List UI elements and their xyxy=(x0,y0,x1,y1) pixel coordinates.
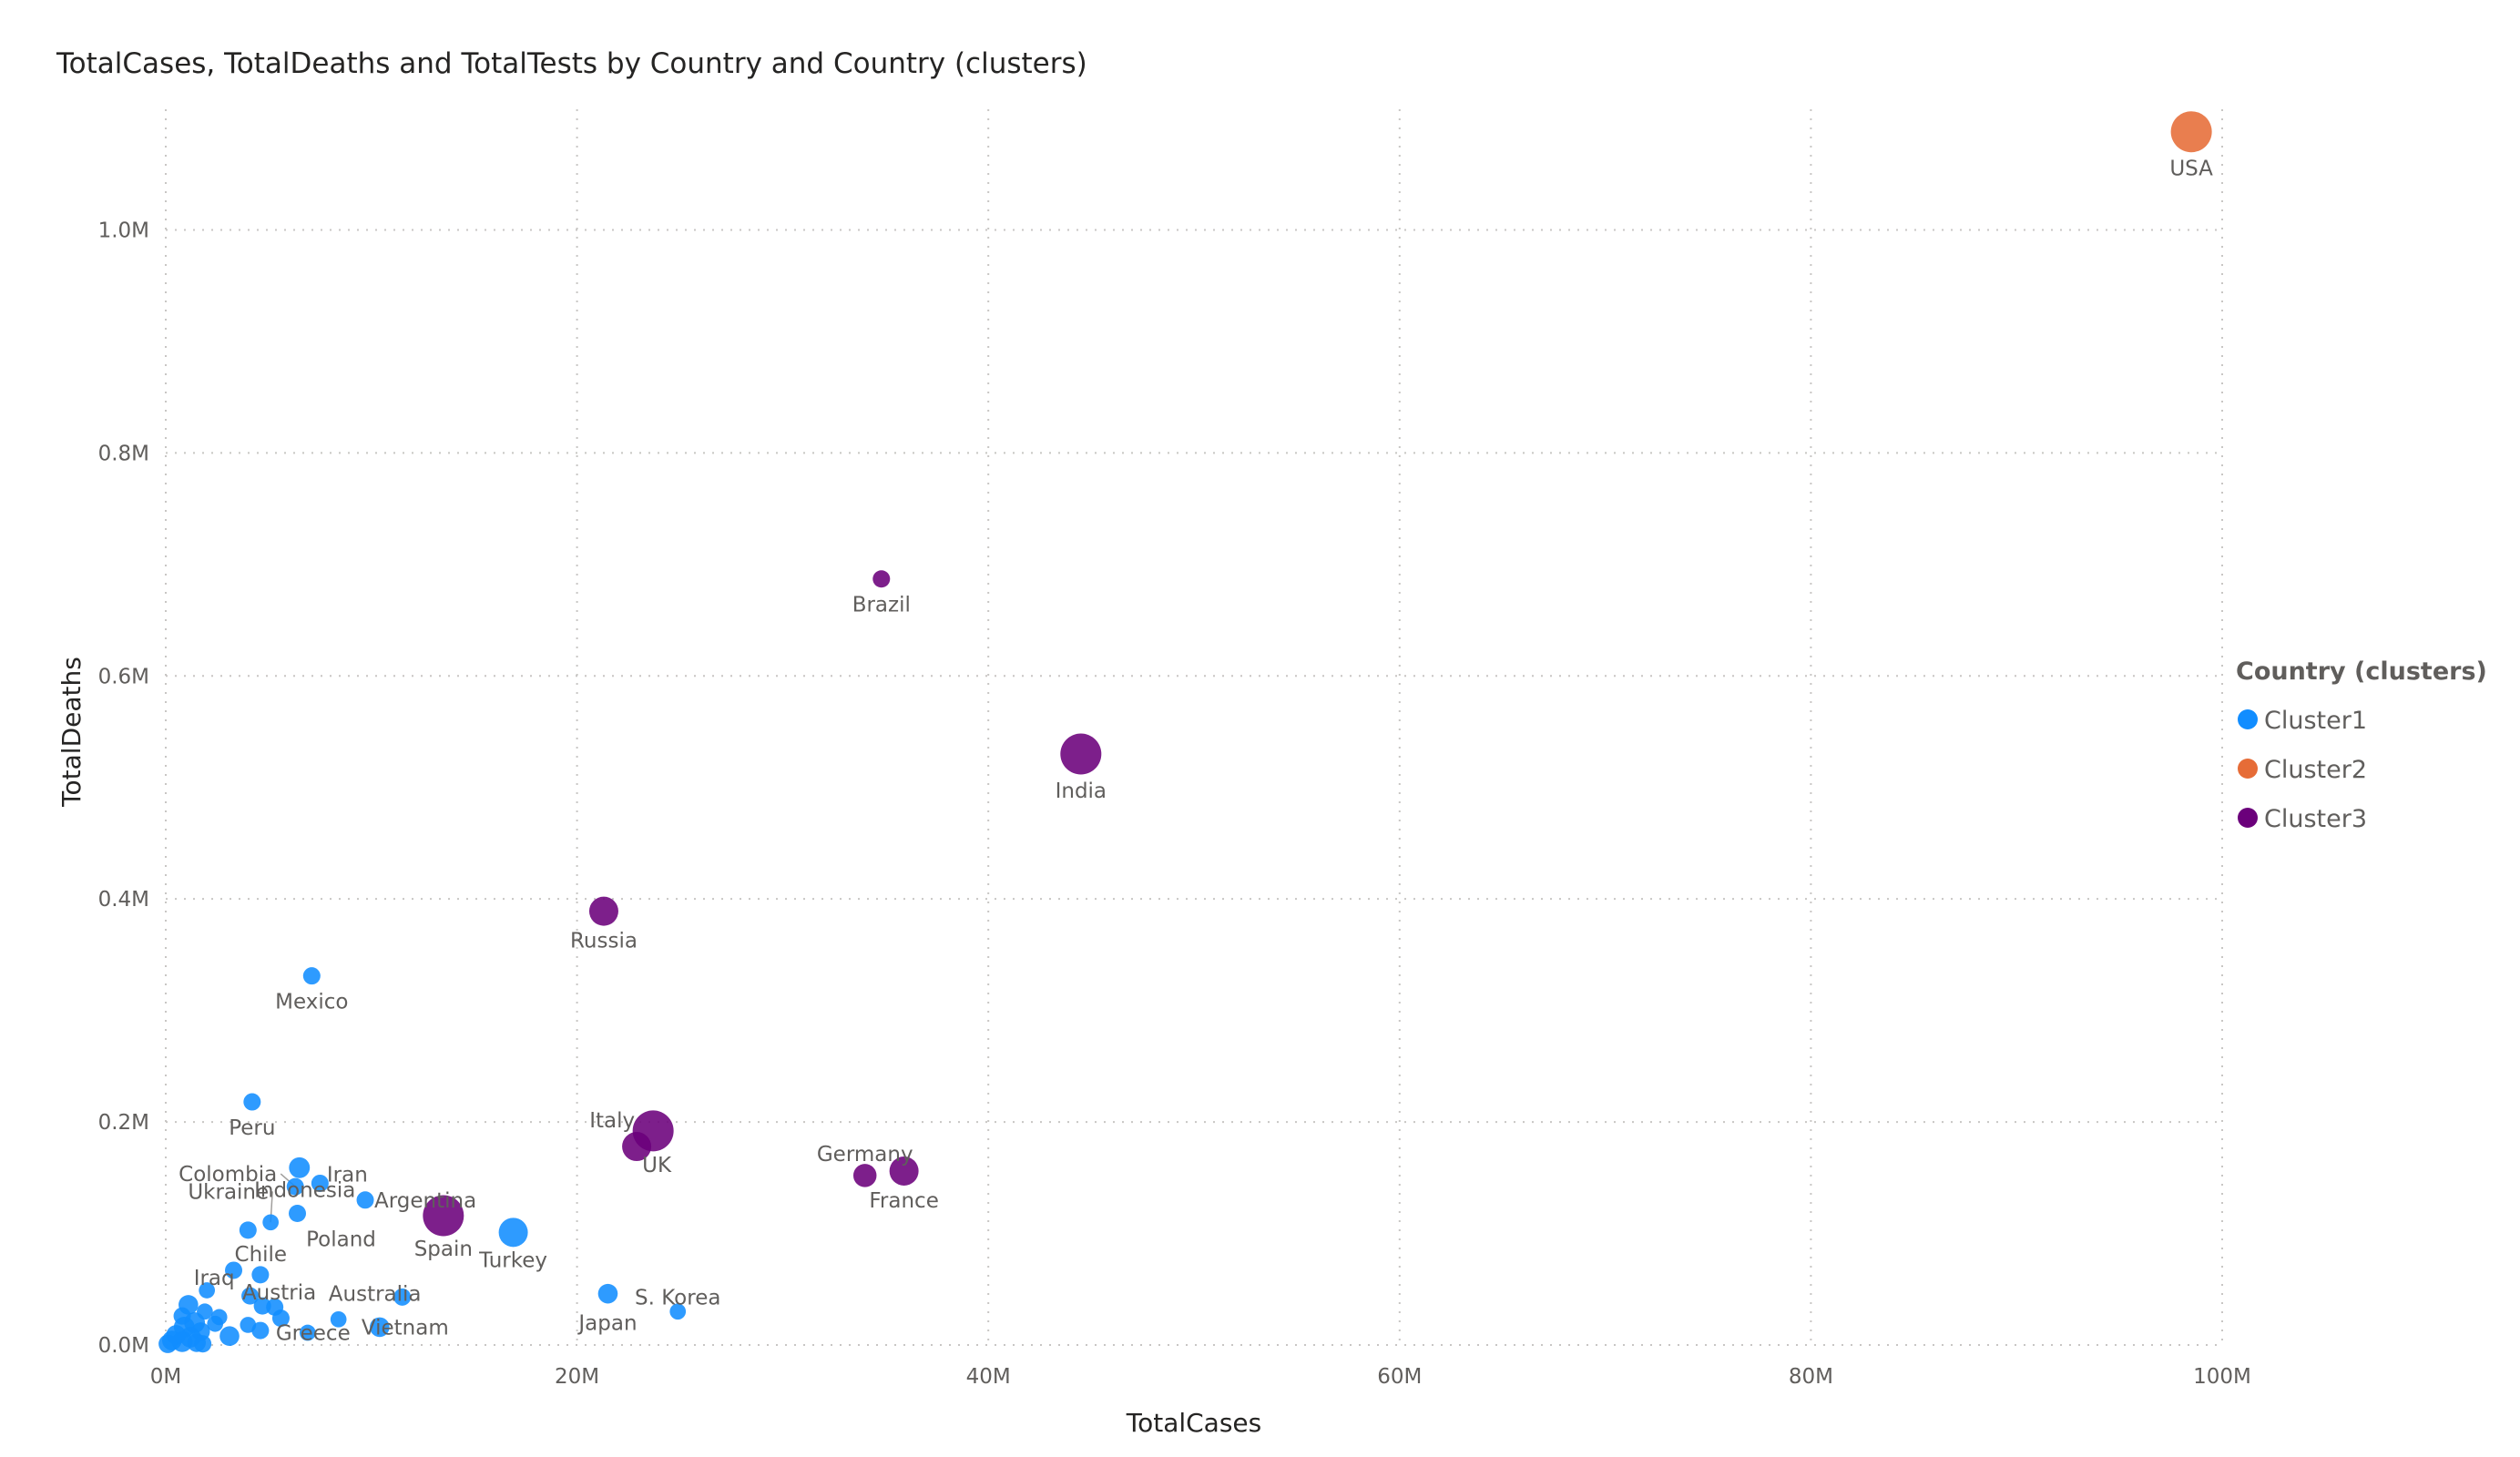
data-label: Ukraine xyxy=(188,1180,269,1204)
data-point[interactable] xyxy=(219,1326,240,1347)
data-label: Indonesia xyxy=(254,1178,355,1202)
x-tick-label: 60M xyxy=(1377,1365,1422,1389)
data-point-australia[interactable] xyxy=(393,1288,412,1306)
chart-title: TotalCases, TotalDeaths and TotalTests b… xyxy=(56,47,1087,80)
data-point-iraq[interactable] xyxy=(199,1282,216,1299)
data-point-uk[interactable] xyxy=(622,1132,652,1162)
y-tick-label: 0.0M xyxy=(98,1334,149,1358)
legend-item-label: Cluster2 xyxy=(2264,756,2367,784)
data-point-vietnam[interactable] xyxy=(370,1317,390,1338)
data-label: France xyxy=(869,1189,938,1213)
data-point[interactable] xyxy=(207,1315,224,1332)
data-label: S. Korea xyxy=(635,1286,720,1309)
data-point-chile[interactable] xyxy=(239,1221,257,1239)
data-point[interactable] xyxy=(194,1335,212,1353)
data-point[interactable] xyxy=(173,1307,191,1325)
data-point[interactable] xyxy=(197,1303,213,1320)
data-label: Japan xyxy=(576,1312,637,1336)
data-point-japan[interactable] xyxy=(597,1283,618,1304)
data-label: Poland xyxy=(306,1228,376,1252)
data-point-iran[interactable] xyxy=(311,1174,329,1192)
data-point[interactable] xyxy=(271,1309,290,1328)
data-point-austria[interactable] xyxy=(241,1287,260,1305)
data-point[interactable] xyxy=(330,1310,347,1328)
data-label: Austria xyxy=(242,1281,316,1305)
legend-marker xyxy=(2238,759,2258,779)
data-label: Turkey xyxy=(478,1248,547,1272)
y-tick-label: 1.0M xyxy=(98,219,149,242)
data-label: Colombia xyxy=(179,1163,277,1187)
data-point[interactable] xyxy=(158,1334,178,1353)
data-point-turkey[interactable] xyxy=(498,1218,528,1248)
data-label: Peru xyxy=(229,1116,275,1140)
y-tick-label: 0.4M xyxy=(98,888,149,912)
data-label: Iraq xyxy=(194,1267,235,1290)
data-point-indonesia[interactable] xyxy=(289,1156,311,1178)
data-label: Germany xyxy=(817,1143,913,1167)
legend-title: Country (clusters) xyxy=(2236,657,2487,686)
data-point-usa[interactable] xyxy=(2170,111,2212,153)
x-axis-title: TotalCases xyxy=(1126,1408,1262,1438)
data-label: Iran xyxy=(327,1163,368,1187)
y-tick-label: 0.2M xyxy=(98,1111,149,1135)
data-point-germany[interactable] xyxy=(852,1164,877,1187)
data-point-peru[interactable] xyxy=(243,1093,261,1111)
data-point-ukraine[interactable] xyxy=(262,1214,280,1231)
x-tick-label: 40M xyxy=(966,1365,1011,1389)
data-point-s-korea[interactable] xyxy=(669,1303,687,1320)
data-label: Greece xyxy=(276,1322,351,1346)
legend: Country (clusters) Cluster1 Cluster2 Clust… xyxy=(2236,657,2487,833)
data-point-russia[interactable] xyxy=(588,896,618,926)
data-label: Russia xyxy=(570,930,638,953)
data-point-mexico[interactable] xyxy=(302,967,321,985)
data-label: Vietnam xyxy=(362,1316,449,1340)
legend-item-label: Cluster3 xyxy=(2264,805,2367,833)
data-point[interactable] xyxy=(251,1266,270,1284)
data-label: USA xyxy=(2169,158,2213,181)
data-points xyxy=(158,111,2212,1353)
data-label: Chile xyxy=(235,1243,288,1267)
data-point[interactable] xyxy=(240,1317,257,1333)
data-labels: USA India Italy Spain Russia UK France Turkey Ge… xyxy=(179,158,2213,1346)
data-point-greece[interactable] xyxy=(299,1324,316,1341)
data-point-colombia[interactable] xyxy=(286,1177,304,1196)
data-label: Italy xyxy=(589,1109,635,1133)
data-point-france[interactable] xyxy=(889,1156,919,1186)
data-point-spain[interactable] xyxy=(423,1195,464,1237)
axis-ticks: 0M 20M 40M 60M 80M 100M 0.0M 0.2M 0.4M 0.6M 0.8M 1.… xyxy=(98,219,2251,1389)
data-label: Australia xyxy=(329,1282,422,1306)
grid-lines xyxy=(165,109,2223,1346)
data-label: Argentina xyxy=(374,1189,476,1213)
legend-marker xyxy=(2238,808,2258,828)
data-point[interactable] xyxy=(251,1321,270,1340)
data-label: Mexico xyxy=(275,991,348,1014)
x-tick-label: 100M xyxy=(2193,1365,2251,1389)
y-tick-label: 0.6M xyxy=(98,665,149,688)
legend-marker xyxy=(2238,709,2258,729)
legend-item-label: Cluster1 xyxy=(2264,707,2367,735)
y-axis-title: TotalDeaths xyxy=(56,657,87,808)
data-label: Spain xyxy=(414,1238,473,1261)
x-tick-label: 80M xyxy=(1789,1365,1833,1389)
data-point[interactable] xyxy=(225,1261,243,1279)
x-tick-label: 20M xyxy=(555,1365,599,1389)
data-label: India xyxy=(1056,779,1107,803)
data-point-india[interactable] xyxy=(1060,733,1102,775)
data-point-poland[interactable] xyxy=(289,1205,307,1223)
data-point-brazil[interactable] xyxy=(872,570,891,588)
x-tick-label: 0M xyxy=(150,1365,181,1389)
data-label: Brazil xyxy=(852,594,911,617)
data-point-argentina[interactable] xyxy=(356,1191,374,1209)
data-label: UK xyxy=(642,1154,672,1177)
y-tick-label: 0.8M xyxy=(98,442,149,465)
